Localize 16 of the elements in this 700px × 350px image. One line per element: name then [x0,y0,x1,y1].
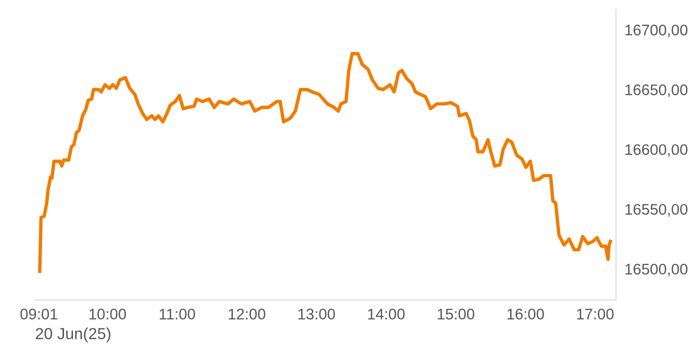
y-tick-label: 16500,00 [626,264,688,276]
x-tick-label: 17:00 [577,308,614,320]
x-tick-label: 15:00 [438,308,474,320]
line-series [38,52,612,273]
y-tick-label: 16650,00 [626,84,688,98]
y-tick-label: 16600,00 [626,144,688,157]
x-tick-label: 12:00 [228,308,266,320]
x-axis-title: 20 Jun(25) [36,328,110,342]
y-tick-label: 16700,00 [626,24,688,38]
x-tick-label: 11:00 [160,308,196,320]
x-tick-label: 14:00 [368,308,405,320]
x-tick-label: 16:00 [507,308,544,320]
x-tick-label: 09:01 [20,308,58,320]
x-tick-label: 10:00 [90,308,126,320]
x-tick-label: 13:00 [298,308,335,320]
y-tick-label: 16550,00 [626,204,688,217]
